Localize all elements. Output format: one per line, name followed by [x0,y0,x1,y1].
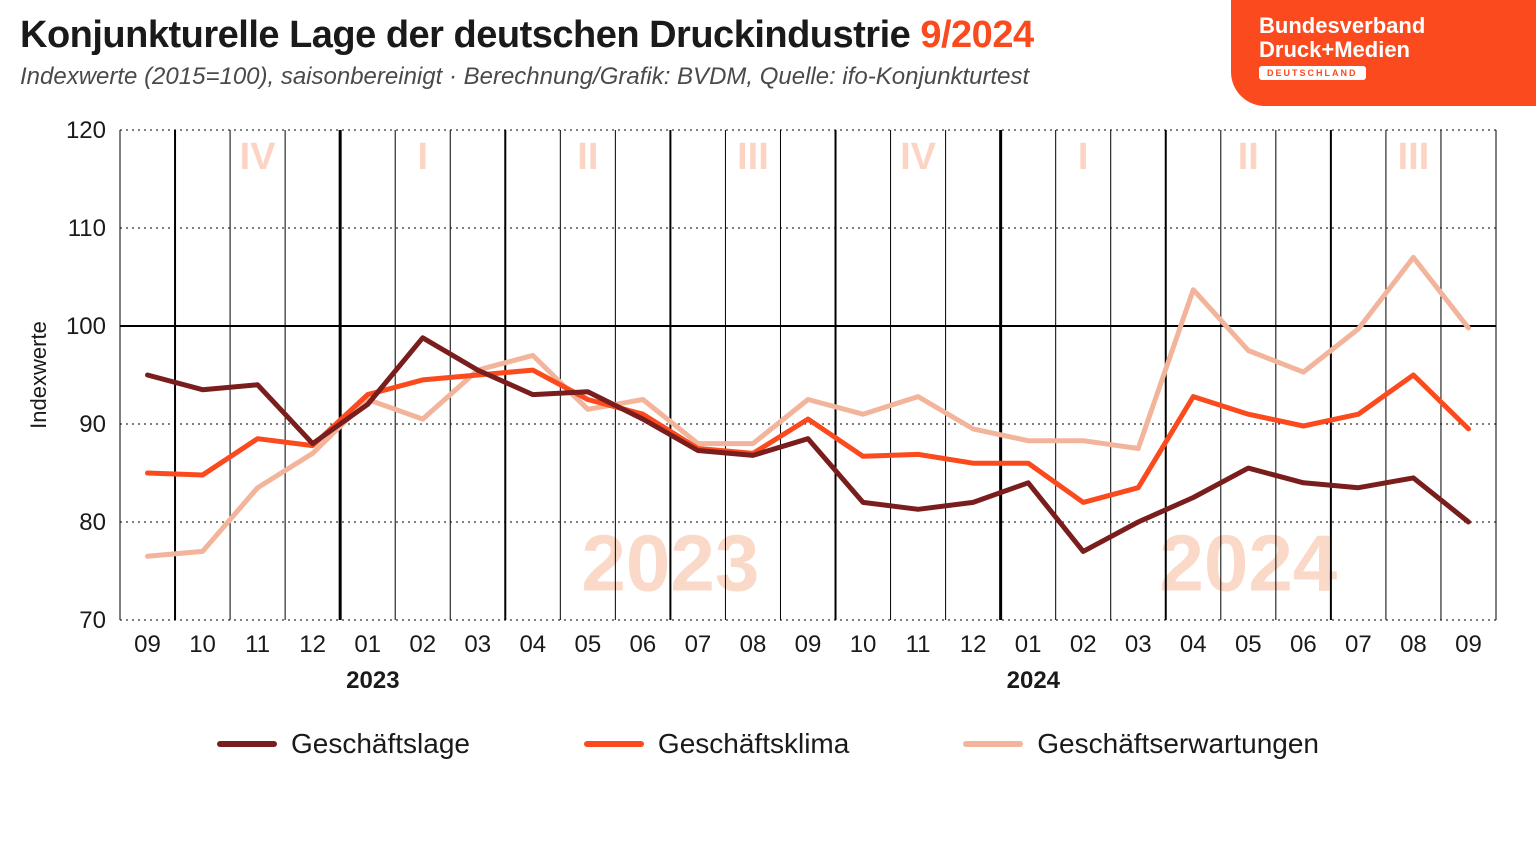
svg-text:08: 08 [740,631,767,658]
svg-text:10: 10 [189,631,216,658]
svg-text:II: II [1238,136,1259,178]
svg-text:09: 09 [795,631,822,658]
svg-text:06: 06 [630,631,657,658]
svg-text:09: 09 [1455,631,1482,658]
header: Konjunkturelle Lage der deutschen Drucki… [20,14,1196,91]
svg-text:2024: 2024 [1159,519,1337,608]
svg-text:02: 02 [409,631,436,658]
logo-line-2: Druck+Medien [1259,38,1516,62]
page: Konjunkturelle Lage der deutschen Drucki… [0,0,1536,864]
svg-text:07: 07 [1345,631,1372,658]
svg-text:01: 01 [354,631,381,658]
chart-area: 20232024708090100110120IVIIIIIIIVIIIIII0… [20,120,1516,760]
legend-label: Geschäftsklima [658,728,849,760]
legend-item-geschaeftserwartungen: Geschäftserwartungen [963,728,1319,760]
svg-text:12: 12 [299,631,326,658]
svg-text:90: 90 [79,411,106,438]
svg-text:06: 06 [1290,631,1317,658]
svg-text:II: II [577,136,598,178]
legend-item-geschaeftsklima: Geschäftsklima [584,728,849,760]
svg-text:02: 02 [1070,631,1097,658]
svg-text:05: 05 [574,631,601,658]
svg-text:03: 03 [1125,631,1152,658]
svg-text:III: III [1398,136,1430,178]
svg-text:80: 80 [79,509,106,536]
legend-label: Geschäftslage [291,728,470,760]
legend-label: Geschäftserwartungen [1037,728,1319,760]
legend-item-geschaeftslage: Geschäftslage [217,728,470,760]
legend: Geschäftslage Geschäftsklima Geschäftser… [20,728,1516,760]
line-chart: 20232024708090100110120IVIIIIIIIVIIIIII0… [20,120,1516,710]
svg-text:01: 01 [1015,631,1042,658]
svg-text:I: I [417,136,428,178]
svg-text:08: 08 [1400,631,1427,658]
title-main: Konjunkturelle Lage der deutschen Drucki… [20,14,910,56]
svg-text:IV: IV [900,136,937,178]
logo-line-1: Bundesverband [1259,14,1516,38]
svg-text:2024: 2024 [1007,667,1061,694]
svg-text:IV: IV [240,136,277,178]
svg-text:110: 110 [68,215,106,242]
svg-text:70: 70 [79,607,106,634]
title-date: 9/2024 [920,14,1033,56]
logo-badge: DEUTSCHLAND [1259,66,1366,80]
chart-title: Konjunkturelle Lage der deutschen Drucki… [20,14,1196,57]
brand-logo: Bundesverband Druck+Medien DEUTSCHLAND [1231,0,1536,106]
svg-text:120: 120 [66,120,106,144]
svg-text:III: III [737,136,769,178]
svg-text:04: 04 [1180,631,1207,658]
legend-swatch [217,741,277,747]
svg-text:03: 03 [464,631,491,658]
svg-text:Indexwerte: Indexwerte [26,321,51,429]
svg-text:100: 100 [66,313,106,340]
svg-text:04: 04 [519,631,546,658]
svg-text:2023: 2023 [346,667,399,694]
svg-text:05: 05 [1235,631,1262,658]
svg-text:07: 07 [685,631,712,658]
chart-subtitle: Indexwerte (2015=100), saisonbereinigt ·… [20,63,1196,91]
legend-swatch [963,741,1023,747]
legend-swatch [584,741,644,747]
svg-text:10: 10 [850,631,877,658]
svg-text:11: 11 [245,631,270,658]
svg-text:I: I [1078,136,1089,178]
svg-text:12: 12 [960,631,987,658]
svg-text:09: 09 [134,631,161,658]
svg-text:11: 11 [906,631,931,658]
